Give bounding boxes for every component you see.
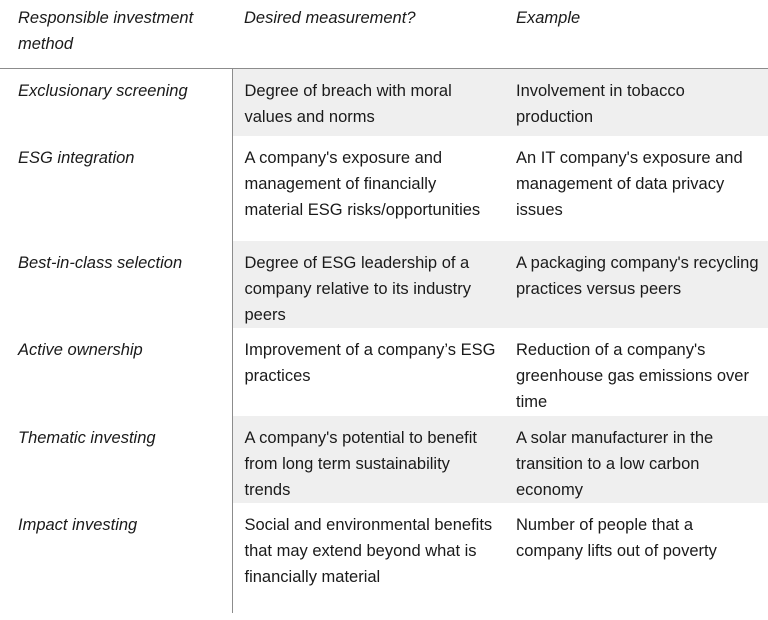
measurement-cell: A company's potential to benefit from lo… <box>232 416 504 503</box>
table-row: ESG integration A company's exposure and … <box>0 136 768 241</box>
method-cell: Thematic investing <box>0 416 233 503</box>
measurement-cell: Social and environmental benefits that m… <box>244 516 493 586</box>
measurement-cell: A company's exposure and management of f… <box>244 149 481 219</box>
table-row: Impact investing Social and environmental… <box>0 503 768 613</box>
method-cell: Exclusionary screening <box>0 68 233 136</box>
measurement-cell: Improvement of a company’s ESG practices <box>244 341 496 385</box>
column-header: Example <box>504 0 768 69</box>
example-cell: Reduction of a company's greenhouse gas … <box>516 341 749 411</box>
example-cell: A solar manufacturer in the transition t… <box>504 416 768 503</box>
column-header: Desired measurement? <box>232 0 504 69</box>
example-cell: Involvement in tobacco production <box>504 68 768 136</box>
measurement-cell: Degree of breach with moral values and n… <box>232 68 504 136</box>
method-cell: Active ownership <box>0 328 233 416</box>
method-cell: Impact investing <box>0 503 233 613</box>
table-row: Active ownership Improvement of a company… <box>0 328 768 416</box>
table-row: Thematic investing A company's potential … <box>0 416 768 503</box>
example-cell: A packaging company's recycling practice… <box>504 241 768 328</box>
example-cell: Number of people that a company lifts ou… <box>516 516 717 560</box>
table-row: Best-in-class selection Degree of ESG lea… <box>0 241 768 328</box>
table-row: Exclusionary screening Degree of breach w… <box>0 68 768 136</box>
method-cell: Best-in-class selection <box>0 241 233 328</box>
measurement-cell: Degree of ESG leadership of a company re… <box>232 241 504 328</box>
method-cell: ESG integration <box>0 136 233 241</box>
example-cell: An IT company's exposure and management … <box>516 149 743 219</box>
header-row: Responsible investment method Desired mea… <box>0 0 768 69</box>
column-header: Responsible investment method <box>0 0 232 69</box>
